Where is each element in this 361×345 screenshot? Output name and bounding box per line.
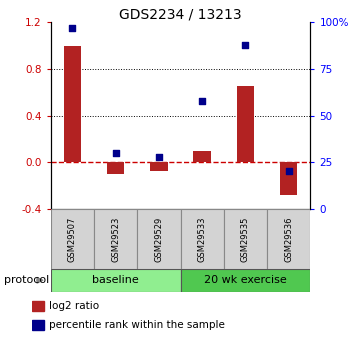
Title: GDS2234 / 13213: GDS2234 / 13213	[119, 7, 242, 21]
Point	[156, 154, 162, 159]
Text: baseline: baseline	[92, 275, 139, 285]
Bar	[32, 319, 44, 331]
Text: GSM29529: GSM29529	[155, 216, 163, 262]
Text: 20 wk exercise: 20 wk exercise	[204, 275, 287, 285]
Bar	[107, 162, 124, 174]
Text: GSM29533: GSM29533	[198, 216, 206, 262]
Bar	[237, 87, 254, 162]
Bar	[180, 209, 224, 269]
Point	[113, 150, 118, 156]
Point	[69, 25, 75, 31]
Point	[199, 98, 205, 104]
Text: GSM29536: GSM29536	[284, 216, 293, 262]
Bar	[51, 269, 180, 292]
Text: log2 ratio: log2 ratio	[49, 301, 99, 311]
Bar	[150, 162, 168, 171]
Bar	[280, 162, 297, 195]
Bar	[193, 150, 211, 162]
Bar	[51, 209, 94, 269]
Text: percentile rank within the sample: percentile rank within the sample	[49, 320, 225, 330]
Bar	[94, 209, 137, 269]
Text: protocol: protocol	[4, 275, 49, 285]
Bar	[224, 209, 267, 269]
Bar	[64, 46, 81, 162]
Bar	[267, 209, 310, 269]
Text: GSM29535: GSM29535	[241, 216, 250, 262]
Text: GSM29507: GSM29507	[68, 216, 77, 262]
Point	[286, 169, 292, 174]
Point	[243, 42, 248, 48]
Bar	[180, 269, 310, 292]
Bar	[137, 209, 180, 269]
Bar	[32, 300, 44, 311]
Text: GSM29523: GSM29523	[111, 216, 120, 262]
